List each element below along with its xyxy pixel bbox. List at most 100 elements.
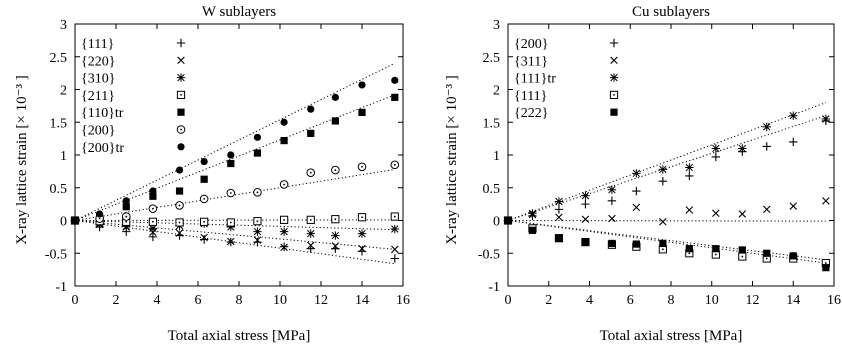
w-point-310-shape xyxy=(279,227,289,236)
cu-point-111tr-shape xyxy=(711,144,721,153)
cu-point-222 xyxy=(763,249,771,257)
w-legend-label-220: {220} xyxy=(81,54,115,69)
w-point-200tr-shape xyxy=(175,166,184,174)
w-point-110tr xyxy=(307,129,315,137)
w-legend-marker-211 xyxy=(176,90,186,100)
cu-x-tick-label: 6 xyxy=(627,293,634,308)
w-point-200tr-shape xyxy=(358,81,366,89)
cu-point-200 xyxy=(581,199,590,209)
w-point-310 xyxy=(306,229,315,238)
w-point-220 xyxy=(280,243,288,252)
cu-panel-title: Cu sublayers xyxy=(632,4,710,20)
cu-point-222 xyxy=(528,226,537,234)
w-series-200 xyxy=(70,160,400,225)
cu-point-222 xyxy=(685,245,693,253)
w-y-tick-label: 1.5 xyxy=(50,116,68,131)
cu-fit-line-3 xyxy=(507,220,826,222)
cu-point-311 xyxy=(712,209,720,218)
w-point-200 xyxy=(148,204,158,214)
w-point-211 xyxy=(357,213,367,222)
w-point-110tr-shape xyxy=(307,129,315,137)
cu-point-311 xyxy=(763,205,771,214)
cu-point-200-shape xyxy=(711,152,721,162)
w-plot-frame xyxy=(74,23,404,287)
w-legend-marker-310-shape xyxy=(176,73,186,82)
cu-series-222 xyxy=(504,216,830,272)
w-fit-line-5 xyxy=(74,220,395,231)
cu-point-222 xyxy=(738,246,746,254)
cu-point-222-shape xyxy=(555,234,563,242)
w-point-110tr-shape xyxy=(200,175,208,183)
w-fit-line-6 xyxy=(74,220,395,250)
w-point-220 xyxy=(307,241,315,250)
cu-legend-marker-111tr-shape xyxy=(609,73,619,82)
w-point-220 xyxy=(227,237,235,246)
cu-y-tick-label: 0.5 xyxy=(483,182,501,197)
cu-point-222-shape xyxy=(581,238,590,246)
cu-point-111tr-shape xyxy=(607,185,617,194)
cu-point-111tr xyxy=(789,111,798,120)
cu-point-311-shape xyxy=(632,203,641,212)
cu-legend-marker-111 xyxy=(609,90,619,100)
cu-x-tick-label: 8 xyxy=(668,293,675,308)
w-legend-marker-220 xyxy=(177,56,185,65)
w-point-310-shape xyxy=(357,229,367,238)
w-x-tick-label: 6 xyxy=(195,293,202,308)
w-point-211-dot xyxy=(125,220,128,223)
w-point-200tr xyxy=(253,133,262,141)
cu-x-tick-label: 14 xyxy=(786,293,800,308)
cu-point-222 xyxy=(581,238,590,246)
cu-point-111tr xyxy=(607,185,617,194)
w-point-200tr-shape xyxy=(307,105,315,113)
w-point-110tr xyxy=(122,203,130,211)
w-point-111-shape xyxy=(199,235,209,244)
w-point-211 xyxy=(200,217,209,226)
w-point-111 xyxy=(253,237,262,247)
w-point-200 xyxy=(199,194,209,204)
cu-legend-label-311: {311} xyxy=(514,54,548,69)
w-point-220-shape xyxy=(280,243,288,252)
cu-point-311-shape xyxy=(763,205,771,214)
w-point-200 xyxy=(331,165,340,175)
cu-point-111 xyxy=(738,252,747,261)
w-series-200tr xyxy=(71,76,399,225)
w-point-310-shape xyxy=(122,222,131,231)
w-point-211 xyxy=(226,218,235,227)
cu-point-222-shape xyxy=(504,216,512,225)
w-point-310 xyxy=(390,224,399,234)
w-point-211-dot xyxy=(203,220,206,223)
w-legend-marker-200-dot xyxy=(180,128,182,131)
cu-point-111-dot xyxy=(765,257,768,260)
w-point-200tr xyxy=(391,76,399,84)
cu-point-200 xyxy=(762,142,771,151)
cu-point-311 xyxy=(738,210,747,218)
w-point-310 xyxy=(279,227,289,236)
cu-point-311 xyxy=(581,215,590,223)
w-y-tick-label: 3 xyxy=(60,18,67,33)
w-point-200tr xyxy=(200,157,208,166)
w-point-200tr-shape xyxy=(149,187,157,195)
cu-legend-marker-200-shape xyxy=(609,38,619,48)
cu-point-222-shape xyxy=(608,239,616,248)
cu-legend-marker-222 xyxy=(610,108,618,116)
w-point-200-dot xyxy=(309,171,312,174)
w-y-tick-label: 0.5 xyxy=(50,182,68,197)
w-point-310 xyxy=(331,231,340,240)
w-legend-marker-220-shape xyxy=(177,56,185,65)
w-point-110tr xyxy=(280,136,288,145)
cu-point-111tr-shape xyxy=(658,165,668,174)
w-point-200-dot xyxy=(229,192,232,194)
w-legend-marker-200 xyxy=(176,125,186,134)
w-legend-marker-211-dot xyxy=(180,94,182,96)
w-point-200tr-shape xyxy=(227,151,235,159)
cu-x-tick-label: 10 xyxy=(705,293,719,308)
w-point-211 xyxy=(175,218,184,227)
w-point-200tr-shape xyxy=(331,93,339,101)
w-point-220-shape xyxy=(253,236,262,244)
w-point-220 xyxy=(175,229,184,237)
cu-point-222-shape xyxy=(712,245,720,253)
cu-y-tick-label: 0 xyxy=(493,215,500,230)
w-fit-line-4 xyxy=(74,219,395,221)
cu-point-200-shape xyxy=(581,199,590,209)
